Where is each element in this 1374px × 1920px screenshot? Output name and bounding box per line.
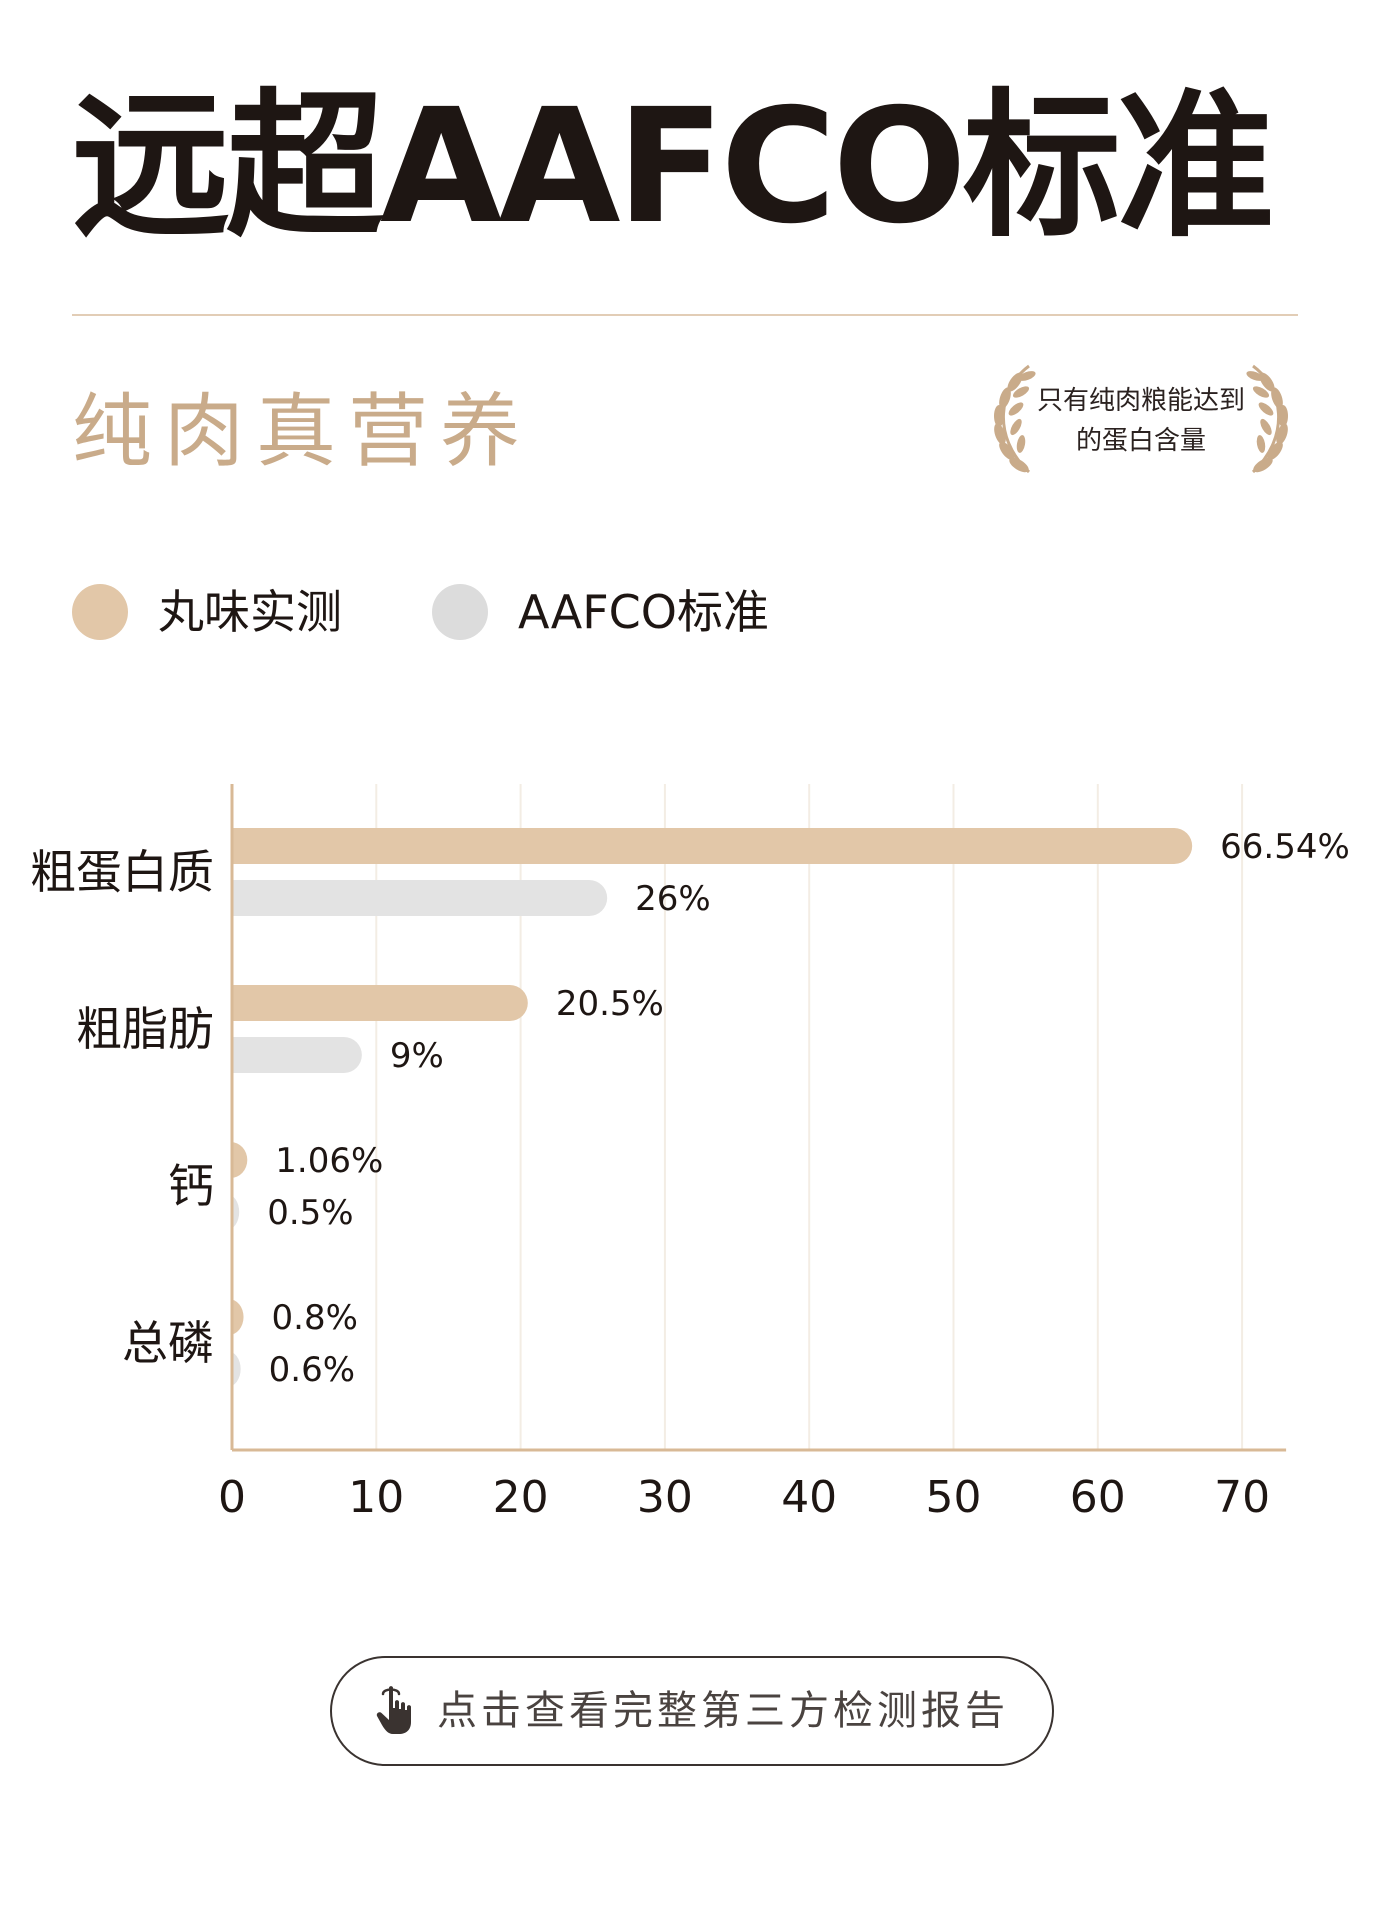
- page-title: 远超AAFCO标准: [72, 75, 1275, 259]
- bar-aafco: [214, 1037, 362, 1073]
- view-report-label: 点击查看完整第三方检测报告: [437, 1688, 1009, 1734]
- x-tick-label: 40: [781, 1472, 837, 1523]
- data-label: 26%: [635, 879, 711, 919]
- legend-label-measured: 丸味实测: [158, 585, 342, 639]
- legend-swatch-aafco: [432, 584, 488, 640]
- x-tick-label: 60: [1070, 1472, 1126, 1523]
- bar-measured: [214, 828, 1193, 864]
- pointer-hand-icon: [376, 1686, 411, 1734]
- protein-badge: 只有纯肉粮能达到 的蛋白含量: [985, 358, 1297, 482]
- bar-aafco: [214, 880, 608, 916]
- x-tick-label: 0: [218, 1472, 246, 1523]
- category-label: 钙: [168, 1159, 214, 1213]
- page-subtitle: 纯肉真营养: [72, 385, 532, 478]
- category-label: 粗蛋白质: [30, 845, 214, 899]
- legend-label-aafco: AAFCO标准: [518, 585, 770, 639]
- data-label: 66.54%: [1220, 827, 1350, 867]
- data-label: 20.5%: [556, 984, 664, 1024]
- x-tick-label: 50: [926, 1472, 982, 1523]
- x-tick-label: 30: [637, 1472, 693, 1523]
- badge-text-line2: 的蛋白含量: [1075, 426, 1206, 456]
- title-divider: [72, 314, 1298, 316]
- bar-measured: [214, 985, 528, 1021]
- x-tick-label: 20: [493, 1472, 549, 1523]
- x-tick-label: 70: [1214, 1472, 1270, 1523]
- data-label: 1.06%: [275, 1141, 383, 1181]
- data-label: 0.5%: [267, 1193, 353, 1233]
- data-label: 9%: [390, 1036, 444, 1076]
- axis-mask: [212, 784, 231, 1450]
- laurel-wreath-icon: [994, 364, 1288, 474]
- nutrient-bar-chart: 66.54% 26% 粗蛋白质 20.5% 9% 粗脂肪 1.06% 0.5% 钙 0.8% 0.6…: [30, 784, 1350, 1523]
- legend-item-aafco: AAFCO标准: [432, 584, 769, 640]
- category-label: 粗脂肪: [76, 1002, 214, 1056]
- legend-item-measured: 丸味实测: [72, 584, 342, 640]
- x-tick-label: 10: [348, 1472, 404, 1523]
- category-label: 总磷: [122, 1316, 214, 1370]
- legend-swatch-measured: [72, 584, 128, 640]
- data-label: 0.6%: [269, 1350, 355, 1390]
- badge-text-line1: 只有纯肉粮能达到: [1036, 386, 1245, 416]
- view-report-button[interactable]: 点击查看完整第三方检测报告: [330, 1656, 1054, 1766]
- data-label: 0.8%: [272, 1298, 358, 1338]
